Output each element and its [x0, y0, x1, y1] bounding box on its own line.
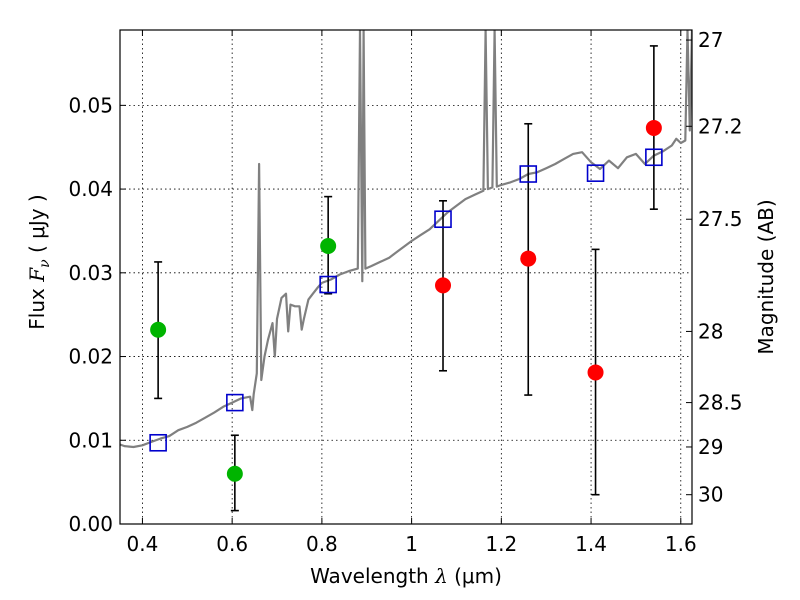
- model-square-marker: [645, 148, 663, 167]
- model-square-marker: [226, 393, 244, 412]
- y2-tick-label: 27: [698, 28, 723, 52]
- y2-tick-label: 30: [698, 483, 723, 507]
- x-axis-label-symbol: λ: [434, 564, 448, 588]
- plot-frame: [119, 29, 693, 525]
- model-square-marker: [519, 165, 538, 183]
- grid-lines: [120, 30, 692, 525]
- y-axis-label-symbol: F: [25, 267, 49, 283]
- y-tick-label: 0.05: [68, 93, 113, 117]
- y-tick-label: 0.03: [68, 261, 113, 285]
- optical-detections-marker: [226, 465, 243, 482]
- x-axis-label-units: (μm): [448, 564, 502, 588]
- y2-axis-label: Magnitude (AB): [754, 199, 778, 354]
- x-axis-label: Wavelength λ (μm): [310, 564, 502, 588]
- model-square-marker: [434, 210, 452, 229]
- x-axis-label-prefix: Wavelength: [310, 564, 435, 588]
- y-tick-label: 0.00: [68, 512, 113, 536]
- y2-tick-label: 28: [698, 319, 723, 343]
- nir-detections-marker: [435, 277, 452, 294]
- model-square-marker: [319, 275, 337, 294]
- y-axis-label-prefix: Flux: [25, 282, 49, 330]
- x-tick-label: 1.6: [665, 532, 697, 556]
- x-tick-label: 0.6: [216, 532, 248, 556]
- y-axis-label: Flux Fν ( μJy ): [25, 194, 53, 329]
- y2-tick-label: 27.5: [698, 207, 743, 231]
- error-bars: [154, 45, 658, 512]
- x-tick-label: 0.8: [306, 532, 338, 556]
- y-tick-label: 0.04: [68, 177, 113, 201]
- spectrum-layer: [120, 30, 692, 449]
- y-tick-label: 0.02: [68, 345, 113, 369]
- x-tick-label: 1.4: [575, 532, 607, 556]
- nir-detections-marker: [645, 119, 662, 136]
- model-square-marker: [586, 164, 605, 182]
- x-tick-label: 0.4: [127, 532, 159, 556]
- model-square-marker: [149, 433, 167, 452]
- spectrum-line: [120, 30, 692, 449]
- y2-tick-label: 27.2: [698, 114, 743, 138]
- markers: [149, 119, 663, 482]
- y2-tick-label: 29: [698, 435, 723, 459]
- y-tick-label: 0.01: [68, 428, 113, 452]
- y-axis-label-units: ( μJy ): [25, 194, 49, 259]
- y-axis-label-subscript: ν: [37, 259, 53, 268]
- nir-detections-marker: [520, 250, 537, 267]
- x-tick-label: 1: [405, 532, 418, 556]
- optical-detections-marker: [320, 238, 337, 255]
- y2-tick-label: 28.5: [698, 391, 743, 415]
- x-tick-label: 1.2: [485, 532, 517, 556]
- optical-detections-marker: [150, 321, 167, 338]
- nir-detections-marker: [587, 364, 604, 381]
- axis-ticks: 0.4 0.6 0.8 1 1.2 1.4 1.6 0.00 0.01 0.02 0.03 0.04 0…: [68, 28, 742, 556]
